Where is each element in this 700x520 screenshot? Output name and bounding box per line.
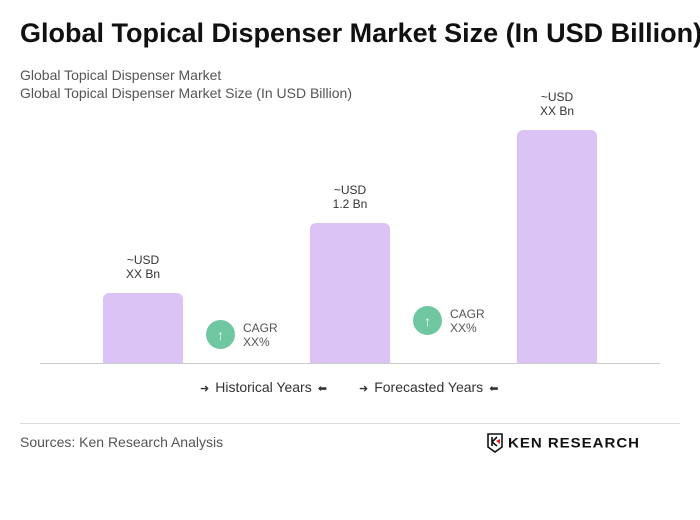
- legend-forecasted: ➜ Forecasted Years ⬅: [359, 379, 504, 395]
- page-title: Global Topical Dispenser Market Size (In…: [20, 18, 700, 48]
- data-label-line: ~USD: [333, 183, 367, 197]
- cagr-value: XX%: [243, 334, 270, 349]
- cagr-badge-1: ↑ CAGR XX%: [206, 320, 278, 349]
- cagr-label: CAGR: [450, 306, 485, 321]
- bar-3: [517, 129, 597, 363]
- arrow-right-icon: ➜: [200, 383, 210, 395]
- subtitle-2: Global Topical Dispenser Market Size (In…: [20, 85, 352, 101]
- legend-label: Forecasted Years: [374, 379, 484, 395]
- arrow-up-icon: ↑: [413, 306, 442, 335]
- arrow-left-icon: ⬅: [489, 383, 499, 395]
- data-label-3: ~USD XX Bn: [497, 90, 617, 118]
- data-label-line: ~USD: [540, 89, 574, 104]
- data-label-1: ~USD XX Bn: [83, 253, 203, 281]
- data-label-line: XX Bn: [539, 103, 575, 118]
- ken-logo-icon: [487, 433, 503, 453]
- x-axis: [40, 363, 660, 364]
- data-label-2: ~USD 1.2 Bn: [290, 183, 410, 211]
- arrow-right-icon: ➜: [359, 383, 369, 395]
- arrow-up-icon: ↑: [206, 320, 235, 349]
- bar-2: [310, 223, 390, 363]
- data-label-line: ~USD: [126, 253, 160, 267]
- legend-historical: ➜ Historical Years ⬅: [200, 379, 333, 395]
- cagr-label: CAGR: [243, 320, 278, 335]
- data-label-line: 1.2 Bn: [332, 197, 368, 211]
- divider: [20, 423, 680, 424]
- cagr-badge-2: ↑ CAGR XX%: [413, 306, 485, 335]
- data-label-line: XX Bn: [125, 267, 161, 281]
- source-note: Sources: Ken Research Analysis: [20, 434, 224, 450]
- cagr-value: XX%: [450, 320, 477, 335]
- arrow-left-icon: ⬅: [317, 383, 327, 395]
- bar-1: [103, 293, 183, 363]
- subtitle: Global Topical Dispenser Market: [20, 67, 222, 83]
- legend-label: Historical Years: [215, 379, 312, 395]
- ken-research-logo: KEN RESEARCH: [486, 433, 640, 453]
- logo-text: KEN RESEARCH: [508, 435, 641, 451]
